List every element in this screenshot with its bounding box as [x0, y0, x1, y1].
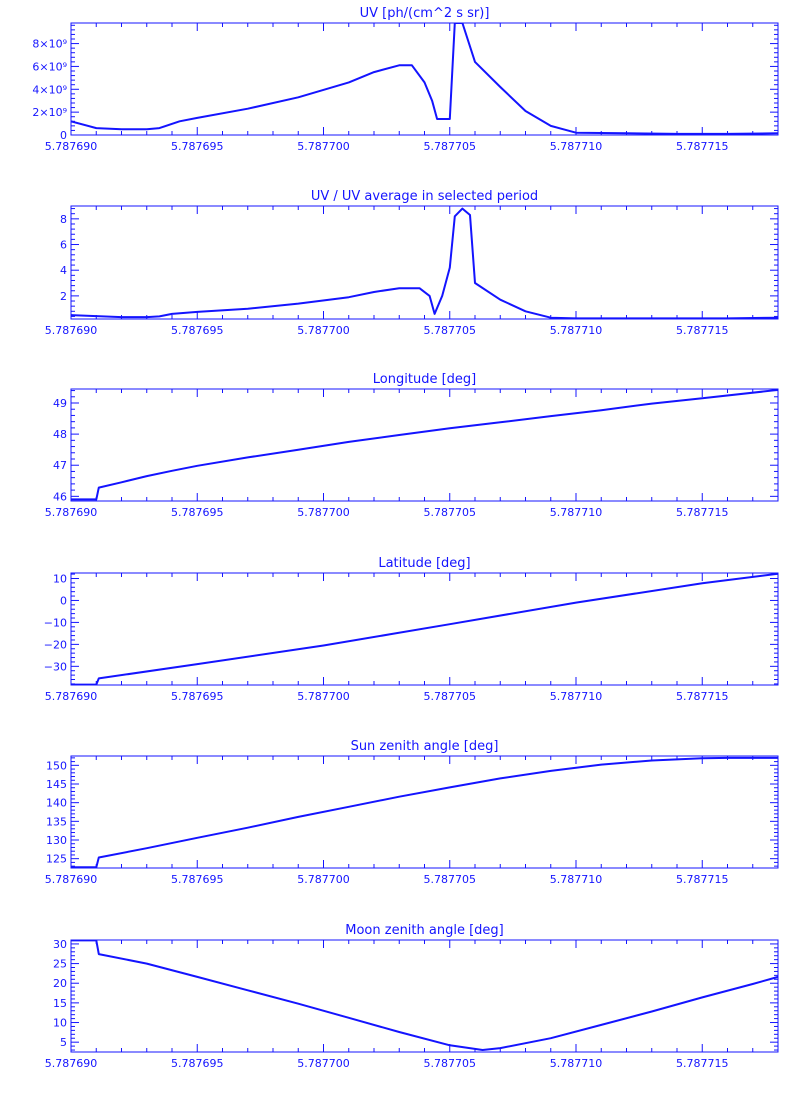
x-tick-label: 5.787710	[550, 1057, 603, 1070]
x-tick-label: 5.787710	[550, 140, 603, 153]
y-tick-label: 20	[53, 977, 67, 990]
x-tick-label: 5.787690	[45, 324, 98, 337]
x-tick-label: 5.787700	[297, 690, 350, 703]
y-tick-label: 48	[53, 428, 67, 441]
y-tick-label: 6	[60, 239, 67, 252]
y-tick-label: 30	[53, 938, 67, 951]
x-tick-label: 5.787710	[550, 506, 603, 519]
y-tick-label: −20	[44, 638, 67, 651]
x-tick-label: 5.787690	[45, 1057, 98, 1070]
x-tick-label: 5.787715	[676, 690, 729, 703]
y-tick-label: 8	[60, 213, 67, 226]
chart-panel-3: Longitude [deg] 5.787690 5.787695 5.787700 5…	[45, 372, 779, 519]
x-tick-label: 5.787710	[550, 690, 603, 703]
chart-title: UV [ph/(cm^2 s sr)]	[360, 6, 490, 21]
x-tick-label: 5.787710	[550, 873, 603, 886]
x-tick-label: 5.787695	[171, 506, 224, 519]
y-tick-label: 4×10⁹	[32, 83, 67, 96]
x-tick-label: 5.787715	[676, 506, 729, 519]
x-tick-label: 5.787695	[171, 324, 224, 337]
plot-frame	[70, 388, 779, 502]
x-tick-label: 5.787715	[676, 324, 729, 337]
series-line	[71, 573, 778, 685]
y-tick-label: 10	[53, 1017, 67, 1030]
y-tick-label: 130	[46, 834, 67, 847]
chart-title: Sun zenith angle [deg]	[351, 739, 499, 754]
y-tick-label: 0	[60, 594, 67, 607]
chart-panel-1: UV [ph/(cm^2 s sr)] 5.787690 5.787695 5.787…	[32, 6, 779, 153]
y-tick-label: 10	[53, 572, 67, 585]
series-line	[71, 940, 778, 1051]
y-tick-label: 150	[46, 759, 67, 772]
x-tick-label: 5.787690	[45, 873, 98, 886]
y-tick-label: 47	[53, 459, 67, 472]
plot-frame	[70, 205, 779, 320]
y-tick-label: 5	[60, 1036, 67, 1049]
y-tick-label: 25	[53, 958, 67, 971]
x-tick-label: 5.787700	[297, 1057, 350, 1070]
x-tick-label: 5.787715	[676, 1057, 729, 1070]
series-line	[71, 23, 778, 135]
chart-panel-6: Moon zenith angle [deg] 5.787690 5.787695 5…	[45, 923, 779, 1070]
y-tick-label: −10	[44, 616, 67, 629]
y-tick-label: 6×10⁹	[32, 60, 67, 73]
series-line	[71, 389, 778, 501]
series-line	[71, 207, 778, 319]
x-tick-label: 5.787705	[424, 506, 477, 519]
chart-title: Moon zenith angle [deg]	[345, 923, 503, 938]
chart-title: Longitude [deg]	[373, 372, 476, 387]
chart-title: UV / UV average in selected period	[311, 189, 538, 204]
x-tick-label: 5.787700	[297, 324, 350, 337]
y-tick-label: 140	[46, 797, 67, 810]
y-tick-label: 135	[46, 815, 67, 828]
chart-panel-5: Sun zenith angle [deg] 5.787690 5.787695 5.…	[45, 739, 779, 886]
x-tick-label: 5.787700	[297, 873, 350, 886]
x-tick-label: 5.787715	[676, 140, 729, 153]
y-tick-label: −30	[44, 660, 67, 673]
x-tick-label: 5.787700	[297, 140, 350, 153]
x-tick-label: 5.787705	[424, 324, 477, 337]
x-tick-label: 5.787690	[45, 140, 98, 153]
y-tick-label: 145	[46, 778, 67, 791]
chart-panel-2: UV / UV average in selected period 5.7876…	[45, 189, 779, 337]
x-tick-label: 5.787700	[297, 506, 350, 519]
y-tick-label: 2	[60, 290, 67, 303]
x-tick-label: 5.787705	[424, 140, 477, 153]
plot-frame	[70, 939, 779, 1053]
chart-title: Latitude [deg]	[378, 556, 470, 571]
x-tick-label: 5.787695	[171, 873, 224, 886]
y-tick-label: 125	[46, 853, 67, 866]
y-tick-label: 4	[60, 264, 67, 277]
x-tick-label: 5.787695	[171, 690, 224, 703]
y-tick-label: 2×10⁹	[32, 106, 67, 119]
x-tick-label: 5.787705	[424, 873, 477, 886]
x-tick-label: 5.787690	[45, 506, 98, 519]
y-tick-label: 46	[53, 490, 67, 503]
y-tick-label: 8×10⁹	[32, 38, 67, 51]
plot-frame	[70, 755, 779, 869]
y-tick-label: 49	[53, 397, 67, 410]
x-tick-label: 5.787715	[676, 873, 729, 886]
y-tick-label: 0	[60, 129, 67, 142]
x-tick-label: 5.787705	[424, 1057, 477, 1070]
series-line	[71, 756, 778, 868]
x-tick-label: 5.787695	[171, 140, 224, 153]
plot-frame	[70, 22, 779, 136]
chart-panel-4: Latitude [deg] 5.787690 5.787695 5.787700 5.…	[44, 556, 779, 703]
x-tick-label: 5.787695	[171, 1057, 224, 1070]
y-tick-label: 15	[53, 997, 67, 1010]
x-tick-label: 5.787705	[424, 690, 477, 703]
x-tick-label: 5.787710	[550, 324, 603, 337]
x-tick-label: 5.787690	[45, 690, 98, 703]
